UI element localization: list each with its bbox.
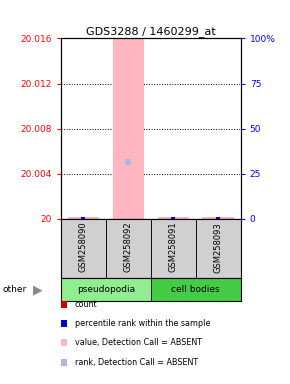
Text: ▶: ▶ bbox=[33, 283, 43, 296]
Bar bbox=[61, 219, 106, 278]
Bar bbox=[113, 38, 144, 219]
Text: value, Detection Call = ABSENT: value, Detection Call = ABSENT bbox=[75, 338, 202, 348]
Text: count: count bbox=[75, 300, 97, 309]
Text: GSM258093: GSM258093 bbox=[214, 222, 223, 273]
Text: pseudopodia: pseudopodia bbox=[77, 285, 135, 294]
Bar bbox=[151, 219, 196, 278]
Bar bbox=[157, 217, 189, 219]
Bar bbox=[202, 217, 234, 219]
Text: GSM258090: GSM258090 bbox=[79, 222, 88, 273]
Text: percentile rank within the sample: percentile rank within the sample bbox=[75, 319, 210, 328]
Bar bbox=[151, 278, 241, 301]
Bar bbox=[196, 219, 241, 278]
Bar bbox=[61, 278, 151, 301]
Text: GSM258091: GSM258091 bbox=[169, 222, 178, 273]
Bar bbox=[68, 217, 99, 219]
Text: GSM258092: GSM258092 bbox=[124, 222, 133, 273]
Title: GDS3288 / 1460299_at: GDS3288 / 1460299_at bbox=[86, 26, 216, 37]
Text: rank, Detection Call = ABSENT: rank, Detection Call = ABSENT bbox=[75, 358, 198, 367]
Bar bbox=[106, 219, 151, 278]
Text: cell bodies: cell bodies bbox=[171, 285, 220, 294]
Text: other: other bbox=[3, 285, 27, 294]
